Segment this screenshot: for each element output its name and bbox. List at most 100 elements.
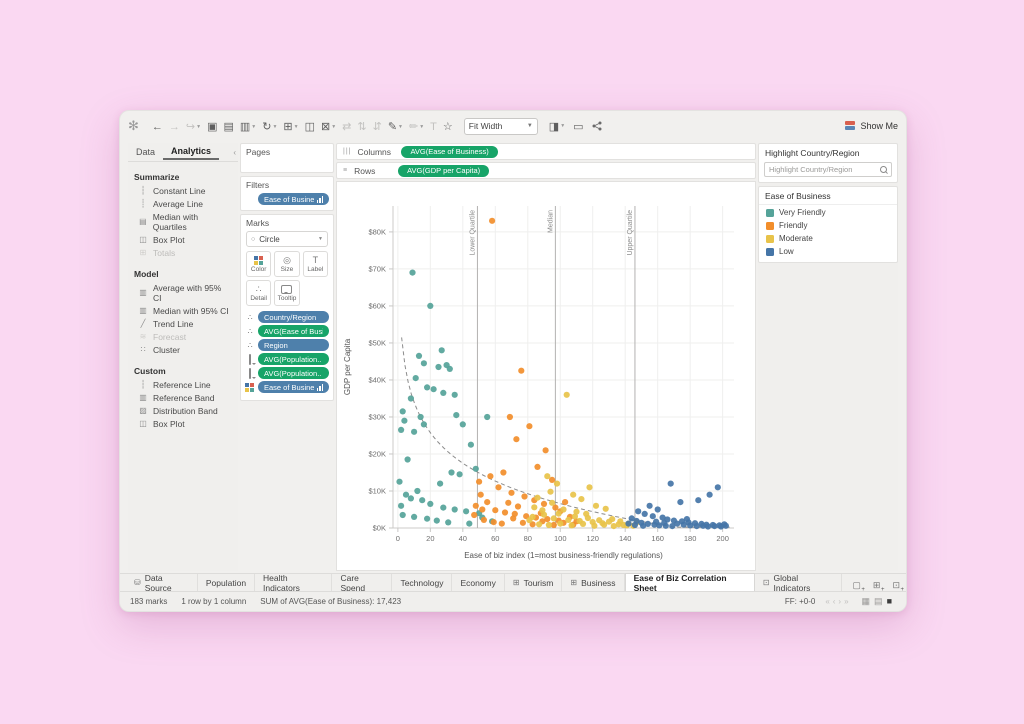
rows-pill[interactable]: AVG(GDP per Capita) bbox=[398, 164, 490, 177]
mark-pill[interactable]: Region bbox=[258, 339, 329, 351]
text-label-icon[interactable]: T bbox=[430, 121, 437, 133]
data-point-low[interactable] bbox=[628, 515, 635, 522]
data-point-very-friendly[interactable] bbox=[451, 506, 458, 513]
mark-pill[interactable]: Ease of Busine.. bbox=[258, 381, 329, 393]
data-point-very-friendly[interactable] bbox=[409, 269, 416, 276]
analytics-item-distribution-band[interactable]: ▨ Distribution Band bbox=[128, 404, 238, 417]
data-point-friendly[interactable] bbox=[542, 447, 549, 454]
data-point-low[interactable] bbox=[667, 480, 674, 487]
data-point-low[interactable] bbox=[700, 522, 707, 529]
data-point-very-friendly[interactable] bbox=[438, 347, 445, 354]
sheet-tab-global-indicators[interactable]: ⊡ Global Indicators bbox=[755, 573, 843, 593]
data-point-friendly[interactable] bbox=[519, 519, 526, 526]
analytics-item-average-line[interactable]: ┊ Average Line bbox=[128, 197, 238, 210]
swap-axes-icon[interactable]: ⇄ bbox=[342, 121, 352, 133]
data-point-very-friendly[interactable] bbox=[399, 511, 406, 519]
data-point-moderate[interactable] bbox=[555, 510, 562, 517]
data-point-very-friendly[interactable] bbox=[445, 519, 452, 526]
legend-item-friendly[interactable]: Friendly bbox=[759, 219, 897, 232]
data-point-friendly[interactable] bbox=[472, 502, 479, 509]
data-point-moderate[interactable] bbox=[568, 522, 575, 529]
data-point-friendly[interactable] bbox=[506, 413, 513, 421]
data-point-moderate[interactable] bbox=[545, 521, 552, 529]
new-worksheet-button[interactable]: ▢ + bbox=[852, 580, 865, 593]
mark-pill[interactable]: AVG(Population.. bbox=[258, 367, 329, 379]
data-point-very-friendly[interactable] bbox=[451, 391, 458, 398]
mark-pill[interactable]: AVG(Population.. bbox=[258, 353, 329, 365]
data-point-moderate[interactable] bbox=[578, 496, 585, 503]
save-icon[interactable]: ▣ bbox=[207, 121, 218, 133]
redo-icon[interactable]: → bbox=[168, 121, 180, 133]
data-point-friendly[interactable] bbox=[489, 217, 496, 224]
presentation-mode-button[interactable]: ▭ bbox=[573, 120, 584, 133]
data-point-moderate[interactable] bbox=[571, 513, 578, 520]
filter-pill[interactable]: Ease of Business (cl.. bbox=[258, 193, 329, 205]
data-point-very-friendly[interactable] bbox=[407, 395, 414, 402]
data-point-very-friendly[interactable] bbox=[472, 465, 479, 472]
data-point-friendly[interactable] bbox=[487, 473, 494, 480]
data-point-very-friendly[interactable] bbox=[463, 508, 470, 515]
undo-icon[interactable]: ← bbox=[151, 121, 163, 133]
analytics-item-constant-line[interactable]: ┆ Constant Line bbox=[128, 184, 238, 197]
sheet-tab-ease-of-biz-correlation-sheet[interactable]: Ease of Biz Correlation Sheet bbox=[624, 573, 755, 593]
share-button[interactable] bbox=[589, 120, 605, 132]
data-point-friendly[interactable] bbox=[508, 489, 515, 496]
data-point-low[interactable] bbox=[714, 484, 721, 491]
data-point-friendly[interactable] bbox=[518, 367, 525, 374]
data-point-very-friendly[interactable] bbox=[424, 384, 431, 391]
replay-icon[interactable]: ↪ ▼ bbox=[185, 121, 202, 133]
data-point-low[interactable] bbox=[687, 522, 694, 529]
tab-analytics[interactable]: Analytics bbox=[163, 144, 220, 160]
data-point-low[interactable] bbox=[674, 520, 681, 527]
scatter-plot-sheet[interactable]: 0 20 40 60 80 100 120 140 160 180 200 $0K $10K $20K $3… bbox=[336, 181, 756, 571]
new-datasource-icon[interactable]: ▤ bbox=[223, 121, 234, 133]
data-point-moderate[interactable] bbox=[601, 521, 608, 528]
data-point-low[interactable] bbox=[677, 499, 684, 506]
data-point-friendly[interactable] bbox=[498, 520, 505, 527]
data-point-friendly[interactable] bbox=[500, 469, 507, 476]
analytics-item-box-plot[interactable]: ◫ Box Plot bbox=[128, 417, 238, 430]
color-button[interactable]: Color bbox=[246, 251, 272, 277]
data-point-low[interactable] bbox=[631, 521, 638, 529]
sheet-tab-technology[interactable]: Technology bbox=[392, 574, 453, 591]
data-point-friendly[interactable] bbox=[510, 515, 517, 522]
columns-pill[interactable]: AVG(Ease of Business) bbox=[401, 145, 498, 158]
sheet-tab-data-source[interactable]: ⛁ Data Source bbox=[126, 573, 198, 593]
new-story-button[interactable]: ⊡ + bbox=[892, 580, 904, 593]
columns-shelf[interactable]: ||| Columns AVG(Ease of Business) bbox=[336, 143, 756, 160]
data-point-very-friendly[interactable] bbox=[459, 421, 466, 428]
data-point-low[interactable] bbox=[646, 502, 653, 509]
data-point-moderate[interactable] bbox=[610, 523, 617, 530]
label-button[interactable]: T Label bbox=[302, 251, 328, 277]
analytics-item-trend-line[interactable]: ╱ Trend Line bbox=[128, 317, 238, 330]
data-point-moderate[interactable] bbox=[553, 480, 561, 487]
data-point-low[interactable] bbox=[644, 520, 651, 527]
data-point-low[interactable] bbox=[661, 519, 668, 526]
data-point-moderate[interactable] bbox=[531, 504, 538, 511]
data-point-moderate[interactable] bbox=[534, 494, 541, 501]
data-point-very-friendly[interactable] bbox=[448, 469, 455, 476]
clear-sheet-icon[interactable]: ⊠ ▼ bbox=[321, 121, 337, 133]
data-point-friendly[interactable] bbox=[549, 476, 556, 483]
data-point-very-friendly[interactable] bbox=[427, 500, 434, 507]
analytics-item-box-plot[interactable]: ◫ Box Plot bbox=[128, 233, 238, 246]
sheet-tab-business[interactable]: ⊞ Business bbox=[562, 574, 625, 591]
data-point-very-friendly[interactable] bbox=[398, 502, 405, 509]
data-point-friendly[interactable] bbox=[484, 499, 491, 506]
data-point-friendly[interactable] bbox=[550, 521, 557, 529]
data-point-very-friendly[interactable] bbox=[446, 365, 453, 372]
data-point-low[interactable] bbox=[711, 523, 718, 530]
data-point-low[interactable] bbox=[635, 508, 642, 515]
data-point-friendly[interactable] bbox=[479, 506, 486, 513]
data-point-moderate[interactable] bbox=[573, 508, 580, 515]
data-point-very-friendly[interactable] bbox=[453, 412, 460, 419]
data-point-very-friendly[interactable] bbox=[435, 363, 442, 371]
data-point-moderate[interactable] bbox=[605, 518, 613, 525]
data-point-very-friendly[interactable] bbox=[424, 515, 431, 522]
data-point-moderate[interactable] bbox=[579, 520, 587, 527]
data-point-moderate[interactable] bbox=[596, 517, 603, 524]
analytics-item-reference-line[interactable]: ┆ Reference Line bbox=[128, 378, 238, 391]
data-point-very-friendly[interactable] bbox=[407, 495, 414, 502]
data-point-moderate[interactable] bbox=[586, 484, 593, 491]
data-point-moderate[interactable] bbox=[602, 505, 609, 512]
